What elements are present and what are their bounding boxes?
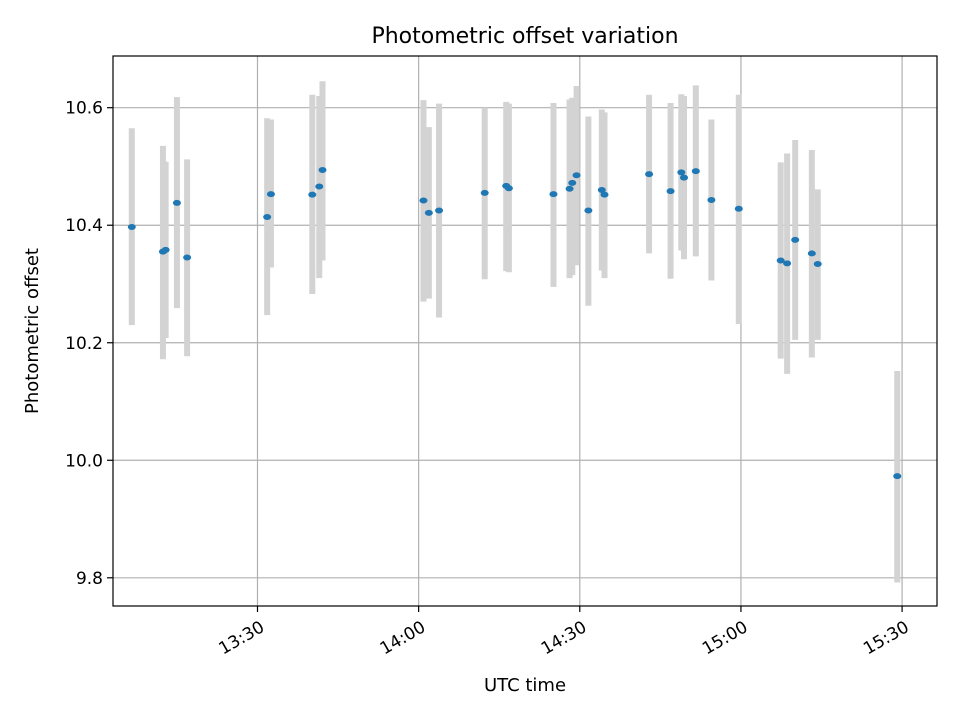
x-tick-label: 14:00 <box>377 617 429 659</box>
data-point <box>172 199 181 206</box>
data-point <box>308 191 317 198</box>
data-point <box>600 191 609 198</box>
data-point <box>734 205 743 212</box>
data-point <box>783 260 792 267</box>
data-point <box>893 473 902 480</box>
data-point <box>677 169 686 176</box>
y-tick-label: 10.4 <box>65 216 103 236</box>
data-point <box>707 196 716 203</box>
data-point <box>127 223 136 230</box>
data-point <box>791 236 800 243</box>
point-layer <box>127 166 902 480</box>
chart-title: Photometric offset variation <box>371 24 678 49</box>
grid-layer <box>113 56 937 606</box>
data-point <box>549 191 558 198</box>
y-tick-label: 10.2 <box>65 334 103 354</box>
data-point <box>568 179 577 186</box>
data-point <box>572 172 581 179</box>
data-point <box>679 174 688 181</box>
data-point <box>480 189 489 196</box>
data-point <box>691 168 700 175</box>
data-point <box>584 207 593 214</box>
data-point <box>776 257 785 264</box>
data-point <box>504 185 513 192</box>
data-point <box>161 246 170 253</box>
data-point <box>807 250 816 257</box>
y-tick-label: 10.6 <box>65 99 103 119</box>
data-point <box>315 183 324 190</box>
plot-frame <box>112 55 938 607</box>
y-tick-label: 10.0 <box>65 451 103 471</box>
x-tick-label: 15:30 <box>860 617 912 659</box>
y-tick-label: 9.8 <box>76 569 103 589</box>
data-point <box>419 197 428 204</box>
errorbar-layer <box>128 81 901 583</box>
data-point <box>813 261 822 268</box>
x-axis-label: UTC time <box>484 675 566 696</box>
x-axis-ticks: 13:30 14:00 14:30 15:00 15:30 <box>216 606 913 659</box>
data-point <box>424 209 433 216</box>
y-axis-ticks: 9.8 10.0 10.2 10.4 10.6 <box>65 99 113 589</box>
x-tick-label: 14:30 <box>538 617 590 659</box>
data-point <box>318 166 327 173</box>
data-point <box>183 254 192 261</box>
x-tick-label: 13:30 <box>216 617 268 659</box>
data-point <box>597 186 606 193</box>
data-point <box>263 214 272 221</box>
y-axis-label: Photometric offset <box>22 248 43 414</box>
data-point <box>666 188 675 195</box>
x-tick-label: 15:00 <box>699 617 751 659</box>
data-point <box>645 171 654 178</box>
data-point <box>565 185 574 192</box>
data-point <box>435 207 444 214</box>
data-point <box>266 191 275 198</box>
